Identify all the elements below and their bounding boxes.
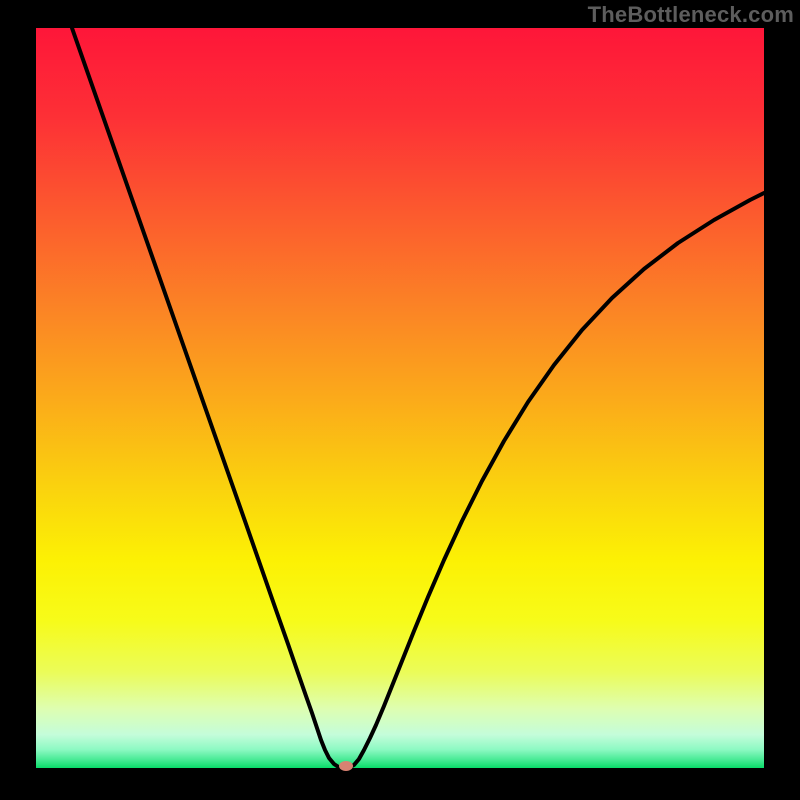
optimum-marker	[339, 761, 353, 771]
plot-area	[36, 28, 764, 768]
curve-path	[72, 28, 764, 768]
bottleneck-curve	[36, 28, 764, 768]
watermark-text: TheBottleneck.com	[588, 2, 794, 28]
outer-frame: TheBottleneck.com	[0, 0, 800, 800]
